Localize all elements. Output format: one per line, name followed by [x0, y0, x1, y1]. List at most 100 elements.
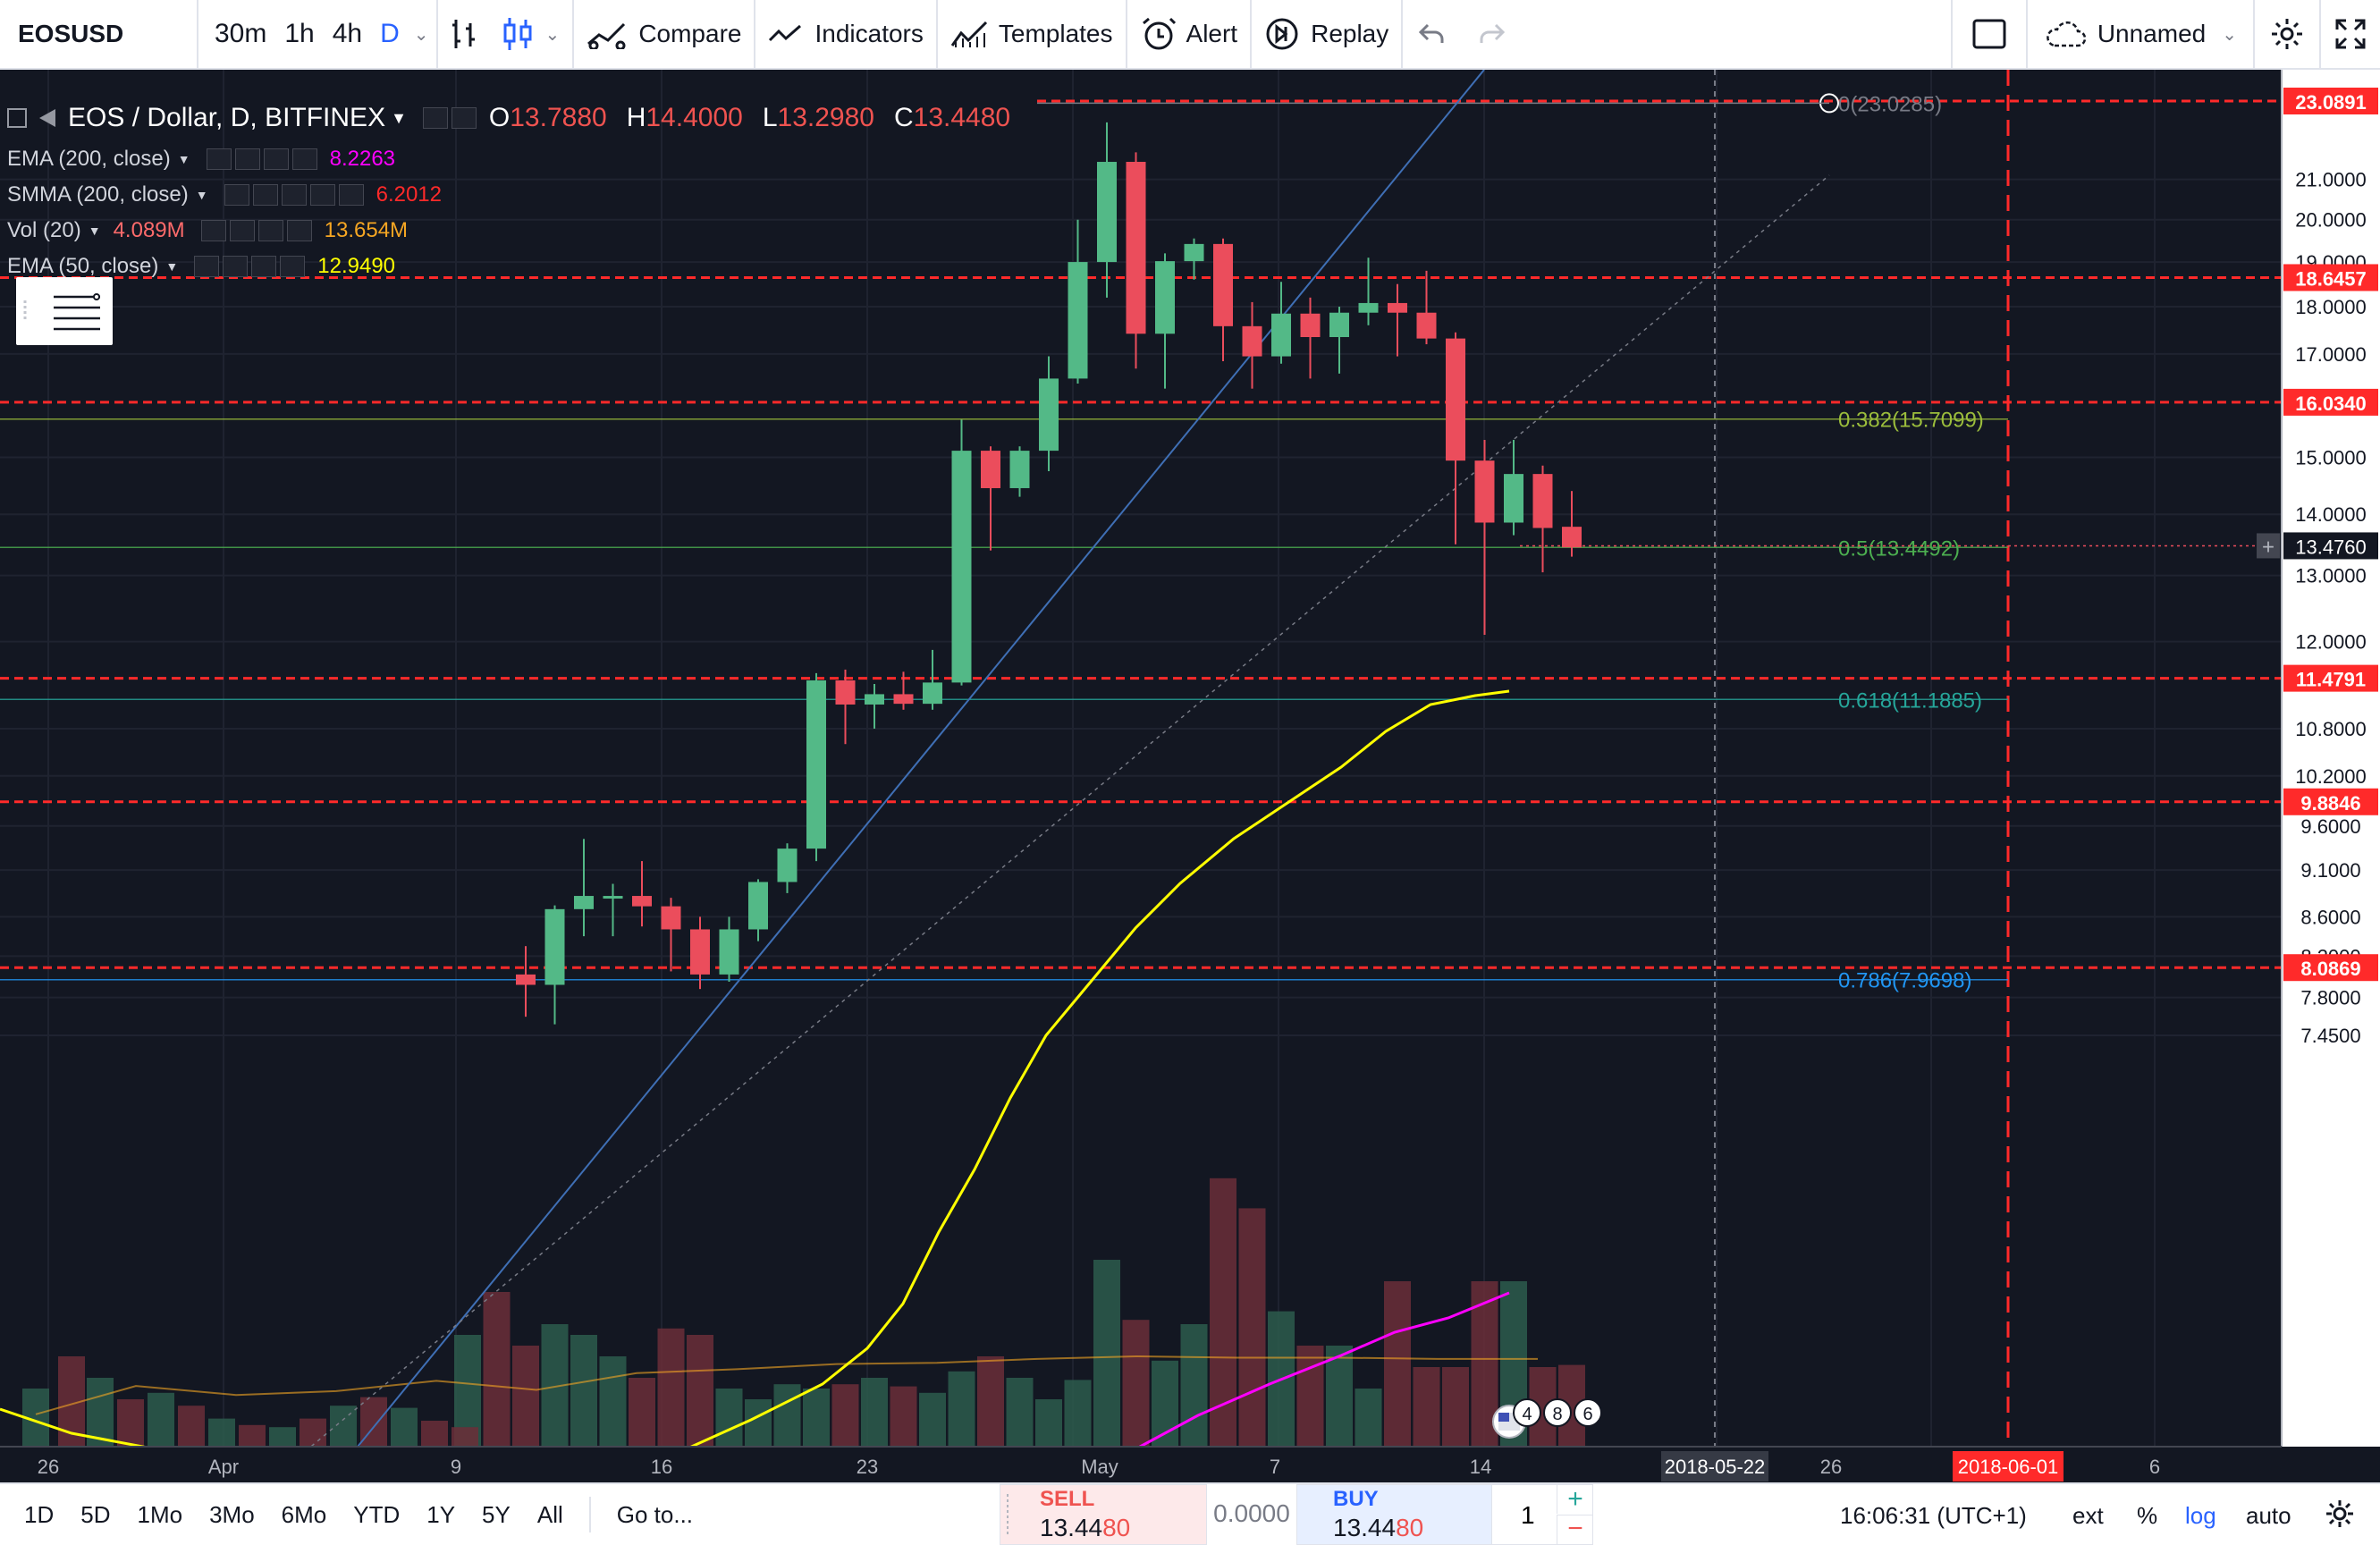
chevron-down-icon[interactable]: ⌄: [2222, 24, 2237, 45]
eye-icon[interactable]: [206, 148, 232, 170]
gear-icon[interactable]: [2325, 1499, 2355, 1529]
goto-button[interactable]: Go to...: [616, 1500, 694, 1528]
volume-bar: [1296, 1346, 1324, 1453]
volume-bar: [1384, 1281, 1411, 1453]
candle-body: [1213, 243, 1233, 326]
range-1d[interactable]: 1D: [24, 1500, 55, 1528]
time-tick-label: May: [1081, 1456, 1118, 1478]
templates-button[interactable]: Templates: [938, 0, 1127, 68]
candle-body: [893, 694, 914, 705]
increase-button[interactable]: +: [1557, 1485, 1593, 1514]
gear-icon[interactable]: [252, 184, 278, 206]
add-icon[interactable]: [263, 148, 289, 170]
legend-volume-row[interactable]: Vol (20) ▼ 4.089M 13.654M: [7, 213, 1010, 249]
layout-name-button[interactable]: Unnamed ⌄: [2028, 0, 2255, 68]
alert-label: Alert: [1186, 20, 1238, 47]
divider: [588, 1497, 591, 1532]
range-3mo[interactable]: 3Mo: [209, 1500, 255, 1528]
log-toggle[interactable]: log: [2185, 1502, 2216, 1529]
drawing-toolbar-toggle[interactable]: [16, 277, 113, 345]
add-icon[interactable]: [251, 256, 277, 277]
range-5y[interactable]: 5Y: [482, 1500, 511, 1528]
event-count-label: 6: [1582, 1405, 1592, 1424]
close-icon[interactable]: [286, 220, 312, 241]
chevron-down-icon[interactable]: ▼: [165, 259, 179, 274]
chevron-down-icon[interactable]: ▼: [391, 108, 407, 127]
candle-body: [1562, 527, 1582, 548]
range-1mo[interactable]: 1Mo: [137, 1500, 183, 1528]
eye-icon[interactable]: [422, 107, 448, 129]
price-chart[interactable]: 23.0891 18.6457 16.0340 11.4791 9.8846 8.0869…: [0, 70, 2380, 1482]
eye-icon[interactable]: [200, 220, 226, 241]
drag-handle-icon: [1007, 1494, 1009, 1535]
chevron-down-icon[interactable]: ▼: [177, 152, 190, 166]
close-icon[interactable]: [291, 148, 317, 170]
close-icon[interactable]: [280, 256, 306, 277]
gear-icon[interactable]: [223, 256, 249, 277]
fib-level-label: 0.5(13.4492): [1838, 536, 1960, 561]
timeframe-1h[interactable]: 1h: [284, 19, 315, 48]
eye-icon[interactable]: [194, 256, 220, 277]
auto-toggle[interactable]: auto: [2246, 1502, 2291, 1529]
open-label: O: [488, 103, 511, 132]
chevron-down-icon[interactable]: ⌄: [413, 24, 429, 45]
undo-icon: [1419, 23, 1444, 43]
decrease-button[interactable]: −: [1557, 1515, 1593, 1544]
legend-ema50-row[interactable]: EMA (50, close) ▼ 12.9490: [7, 249, 1010, 284]
redo-button[interactable]: [1462, 0, 1521, 68]
fullscreen-button[interactable]: [2321, 0, 2380, 68]
gear-icon[interactable]: [234, 148, 260, 170]
symbol-search[interactable]: EOSUSD: [0, 0, 198, 68]
compare-button[interactable]: Compare: [574, 0, 756, 68]
indicator-name[interactable]: EMA (200, close): [7, 147, 171, 171]
indicator-name[interactable]: EMA (50, close): [7, 254, 159, 278]
collapse-icon[interactable]: [7, 108, 27, 128]
legend-smma200-row[interactable]: SMMA (200, close) ▼ 6.2012: [7, 177, 1010, 213]
fullscreen-frame-button[interactable]: [1953, 0, 2028, 68]
indicators-button[interactable]: Indicators: [755, 0, 938, 68]
ext-toggle[interactable]: ext: [2072, 1502, 2104, 1529]
gear-icon[interactable]: [451, 107, 477, 129]
chevron-down-icon[interactable]: ▼: [195, 188, 208, 202]
settings-button[interactable]: [2255, 0, 2321, 68]
replay-button[interactable]: Replay: [1252, 0, 1404, 68]
clock[interactable]: 16:06:31 (UTC+1): [1840, 1502, 2027, 1529]
gear-icon[interactable]: [229, 220, 255, 241]
range-all[interactable]: All: [536, 1500, 563, 1528]
timeframe-d[interactable]: D: [380, 19, 400, 48]
legend-title[interactable]: EOS / Dollar, D, BITFINEX: [68, 103, 386, 132]
level-price-tag: [2283, 88, 2378, 114]
range-1y[interactable]: 1Y: [426, 1500, 456, 1528]
alert-button[interactable]: Alert: [1127, 0, 1253, 68]
source-icon[interactable]: [281, 184, 307, 206]
sell-price-main: 13.44: [1040, 1514, 1103, 1541]
buy-button[interactable]: BUY 13.4480: [1296, 1484, 1493, 1545]
range-5d[interactable]: 5D: [80, 1500, 111, 1528]
percent-toggle[interactable]: %: [2137, 1502, 2158, 1529]
range-6mo[interactable]: 6Mo: [281, 1500, 327, 1528]
timeframe-4h[interactable]: 4h: [332, 19, 363, 48]
sell-button[interactable]: SELL 13.4480: [1000, 1484, 1207, 1545]
indicator-value: 4.089M: [113, 218, 185, 242]
date-highlight-tag: [1661, 1451, 1768, 1482]
legend-ema200-row[interactable]: EMA (200, close) ▼ 8.2263: [7, 141, 1010, 177]
bar-style-button[interactable]: [438, 0, 490, 68]
close-icon[interactable]: [338, 184, 364, 206]
add-icon[interactable]: [257, 220, 283, 241]
add-icon[interactable]: [309, 184, 335, 206]
candle-body: [1532, 474, 1553, 528]
eye-icon[interactable]: [224, 184, 249, 206]
chevron-down-icon[interactable]: ▼: [88, 224, 101, 238]
indicator-name[interactable]: SMMA (200, close): [7, 182, 189, 207]
range-ytd[interactable]: YTD: [353, 1500, 401, 1528]
price-tick-label: 8.6000: [2300, 906, 2360, 928]
chevron-down-icon[interactable]: ⌄: [544, 24, 561, 45]
fib-level-label: 0.382(15.7099): [1838, 409, 1984, 433]
quantity-stepper[interactable]: 1 + −: [1491, 1484, 1593, 1545]
candles-style-button[interactable]: ⌄: [490, 0, 575, 68]
indicator-name[interactable]: Vol (20): [7, 218, 81, 242]
time-tick-label: 26: [1820, 1456, 1842, 1478]
undo-button[interactable]: [1403, 0, 1462, 68]
chart-area[interactable]: 23.0891 18.6457 16.0340 11.4791 9.8846 8.0869…: [0, 70, 2380, 1482]
timeframe-30m[interactable]: 30m: [215, 19, 267, 48]
